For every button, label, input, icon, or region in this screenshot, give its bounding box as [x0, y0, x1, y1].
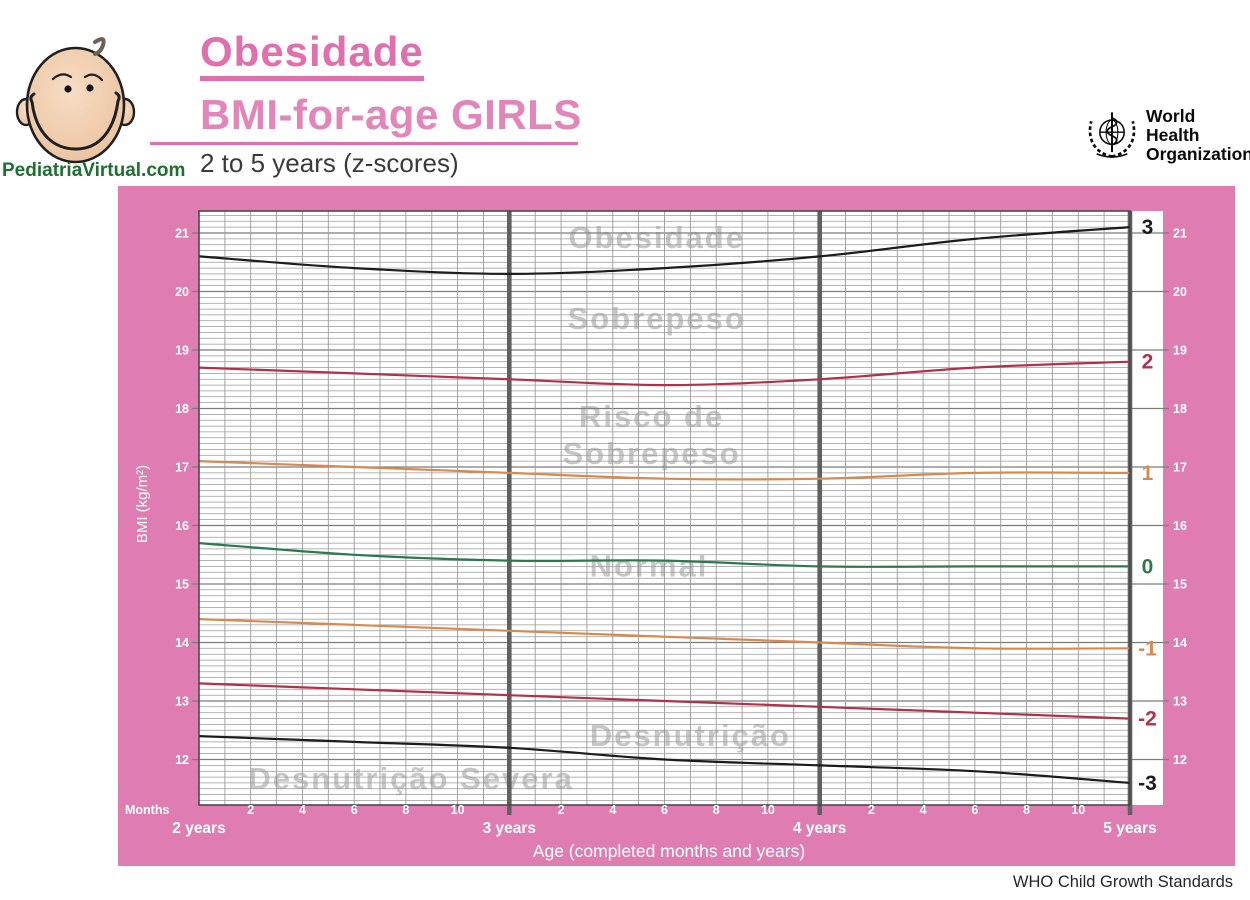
y-tick-right: 19	[1173, 344, 1187, 358]
y-tick-right: 20	[1173, 285, 1187, 299]
y-tick-left: 14	[175, 636, 189, 650]
y-tick-left: 16	[175, 519, 189, 533]
y-tick-right: 17	[1173, 461, 1187, 475]
region-label: Sobrepeso	[568, 301, 746, 336]
months-unit-label: Months	[125, 803, 169, 817]
region-label: Normal	[590, 548, 709, 583]
y-tick-right: 13	[1173, 695, 1187, 709]
plot-border	[198, 210, 1131, 806]
y-tick-right: 21	[1173, 227, 1187, 241]
zscore-curves	[198, 226, 1131, 784]
month-tick-label: 10	[761, 803, 775, 817]
chart-title: BMI-for-age GIRLS	[200, 91, 582, 138]
zscore-curve-1	[198, 460, 1131, 481]
baby-face-icon	[15, 37, 136, 164]
y-tick-left: 18	[175, 402, 189, 416]
y-tick-right: 14	[1173, 636, 1187, 650]
zscore-label: -2	[1138, 708, 1157, 731]
who-name: World Health Organization	[1146, 107, 1250, 164]
footer-credit: WHO Child Growth Standards	[1012, 873, 1233, 891]
zscore-label: -3	[1138, 772, 1157, 795]
y-tick-left: 21	[175, 227, 189, 241]
x-axis-labels: Months 2 4 6 8 10 2 4 6 8 10 2 4 6 8 10 2 years 3 years 4 …	[125, 803, 1157, 861]
month-tick-label: 8	[402, 803, 409, 817]
region-label: Desnutrição Severa	[248, 761, 573, 796]
month-tick-label: 10	[1071, 803, 1085, 817]
zscore-curve-3	[198, 226, 1131, 276]
month-tick-label: 6	[971, 803, 978, 817]
y-tick-left: 12	[175, 753, 189, 767]
year-label: 5 years	[1103, 820, 1156, 837]
zscore-label: 0	[1142, 555, 1154, 578]
zscore-labels: 3 2 1 0 -1 -2 -3	[1138, 216, 1157, 795]
month-tick-label: 6	[661, 803, 668, 817]
y-tick-left: 19	[175, 344, 189, 358]
who-name-line1: World Health	[1146, 106, 1200, 145]
region-label: Risco de	[579, 399, 724, 434]
age-range-label: 2 to 5 years (z-scores)	[200, 148, 459, 178]
month-tick-label: 2	[558, 803, 565, 817]
month-tick-label: 6	[351, 803, 358, 817]
y-tick-right: 18	[1173, 402, 1187, 416]
zscore-label: 1	[1142, 462, 1154, 485]
month-tick-label: 4	[609, 803, 616, 817]
region-label: Obesidade	[568, 220, 745, 255]
zscore-label: 3	[1142, 216, 1154, 239]
page-title: Obesidade	[200, 29, 424, 82]
region-label: Desnutrição	[590, 718, 791, 753]
y-tick-right: 15	[1173, 578, 1187, 592]
month-tick-label: 8	[1023, 803, 1030, 817]
y-tick-right: 16	[1173, 519, 1187, 533]
y-tick-left: 17	[175, 461, 189, 475]
baby-logo	[2, 28, 162, 188]
title-rule	[150, 142, 578, 145]
zscore-curve-0	[198, 542, 1130, 568]
year-label: 4 years	[793, 820, 846, 837]
month-tick-label: 10	[451, 803, 465, 817]
y-tick-left: 15	[175, 578, 189, 592]
year-label: 3 years	[483, 820, 536, 837]
grid-horizontal	[192, 215, 1169, 801]
zscore-curve--3	[198, 735, 1131, 784]
region-label: Sobrepeso	[562, 436, 740, 471]
zscore-label: -1	[1138, 637, 1157, 660]
month-tick-label: 2	[247, 803, 254, 817]
month-tick-label: 2	[868, 803, 875, 817]
bmi-chart: Obesidade Sobrepeso Risco de Sobrepeso Norma…	[118, 186, 1235, 871]
zscore-curve--1	[198, 618, 1131, 650]
zscore-label: 2	[1142, 351, 1154, 374]
month-tick-label: 4	[920, 803, 927, 817]
y-tick-left: 13	[175, 695, 189, 709]
y-axis-title: BMI (kg/m²)	[134, 465, 151, 543]
x-axis-title: Age (completed months and years)	[533, 841, 805, 861]
who-logo	[1084, 106, 1140, 162]
zscore-curve--2	[198, 682, 1131, 720]
site-name: PediatriaVirtual.com	[2, 160, 186, 181]
zscore-strip	[1130, 211, 1163, 805]
y-tick-right: 12	[1173, 753, 1187, 767]
month-tick-label: 8	[713, 803, 720, 817]
who-emblem-icon	[1088, 112, 1136, 158]
y-tick-left: 20	[175, 285, 189, 299]
zscore-curve-2	[198, 360, 1131, 387]
who-name-line2: Organization	[1146, 144, 1250, 164]
month-tick-label: 4	[299, 803, 306, 817]
year-label: 2 years	[172, 820, 225, 837]
